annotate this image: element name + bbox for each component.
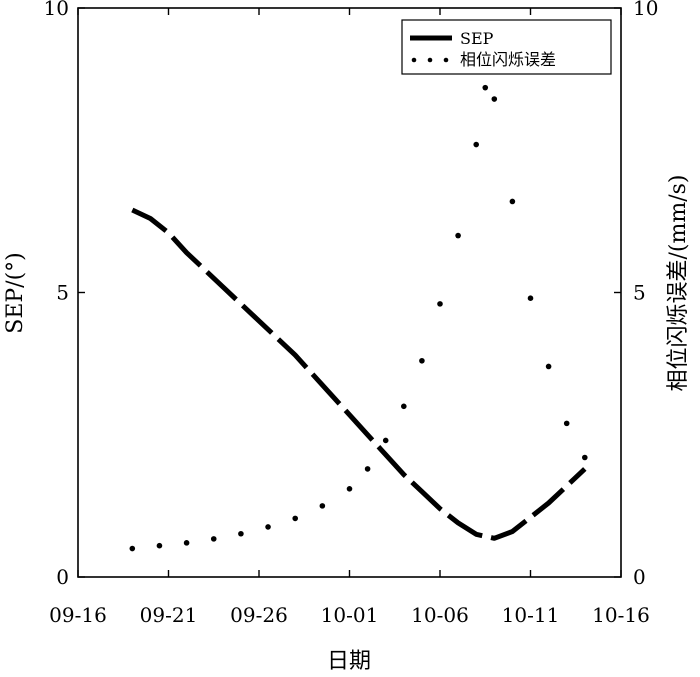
legend-dot bbox=[443, 57, 449, 63]
plot-area bbox=[77, 7, 622, 578]
phase-data-point bbox=[401, 403, 407, 410]
y-right-tick-label: 5 bbox=[633, 281, 646, 305]
y-left-axis-title: SEP/(°) bbox=[3, 252, 28, 334]
x-ticks: 09-16 09-21 09-26 10-01 10-06 10-11 10-16 bbox=[49, 8, 650, 627]
phase-data-point bbox=[527, 295, 534, 301]
y-left-tick-label: 10 bbox=[44, 0, 69, 20]
phase-data-point bbox=[482, 84, 489, 91]
legend-phase-swatch bbox=[411, 57, 449, 63]
phase-data-point bbox=[382, 437, 389, 444]
phase-data-point bbox=[455, 232, 461, 239]
phase-data-point bbox=[419, 357, 425, 364]
x-tick-label: 09-16 bbox=[49, 603, 107, 627]
x-tick-label: 10-06 bbox=[411, 603, 469, 627]
phase-data-point bbox=[473, 141, 480, 148]
phase-data-point bbox=[210, 536, 217, 542]
phase-data-point bbox=[509, 198, 516, 205]
phase-data-point bbox=[292, 515, 299, 522]
phase-data-point bbox=[183, 540, 190, 546]
y-left-ticks: 0 5 10 bbox=[44, 0, 85, 589]
y-left-tick-label: 5 bbox=[56, 281, 69, 305]
x-axis-title: 日期 bbox=[327, 649, 371, 674]
phase-data-point bbox=[582, 454, 588, 461]
phase-data-point bbox=[129, 545, 136, 552]
y-left-tick-label: 0 bbox=[56, 565, 69, 589]
x-tick-label: 09-21 bbox=[140, 603, 198, 627]
x-tick-label: 10-11 bbox=[502, 603, 560, 627]
phase-data-point bbox=[545, 363, 552, 370]
phase-data-point bbox=[346, 486, 353, 492]
legend-dot bbox=[411, 57, 417, 63]
y-right-tick-label: 10 bbox=[633, 0, 658, 20]
phase-data-point bbox=[437, 301, 443, 307]
phase-data-point bbox=[563, 420, 570, 427]
legend-box bbox=[401, 19, 612, 75]
y-right-tick-label: 0 bbox=[633, 565, 646, 589]
x-tick-label: 10-01 bbox=[321, 603, 379, 627]
legend-sep-label: SEP bbox=[460, 29, 494, 48]
legend-phase-label: 相位闪烁误差 bbox=[460, 50, 556, 69]
phase-data-point bbox=[364, 466, 371, 472]
phase-data-point bbox=[491, 96, 498, 102]
legend: SEP 相位闪烁误差 bbox=[401, 19, 612, 75]
phase-data-point bbox=[319, 503, 326, 509]
series-layer bbox=[129, 84, 588, 552]
phase-data-point bbox=[265, 524, 271, 530]
phase-data-point bbox=[156, 542, 163, 549]
x-tick-label: 09-26 bbox=[230, 603, 288, 627]
phase-data-point bbox=[238, 530, 244, 537]
sep-series-line bbox=[131, 207, 587, 541]
x-tick-label: 10-16 bbox=[592, 603, 650, 627]
y-right-axis-title: 相位闪烁误差/(mm/s) bbox=[666, 174, 691, 391]
legend-dot bbox=[427, 57, 433, 63]
y-right-ticks: 0 5 10 bbox=[614, 0, 658, 589]
